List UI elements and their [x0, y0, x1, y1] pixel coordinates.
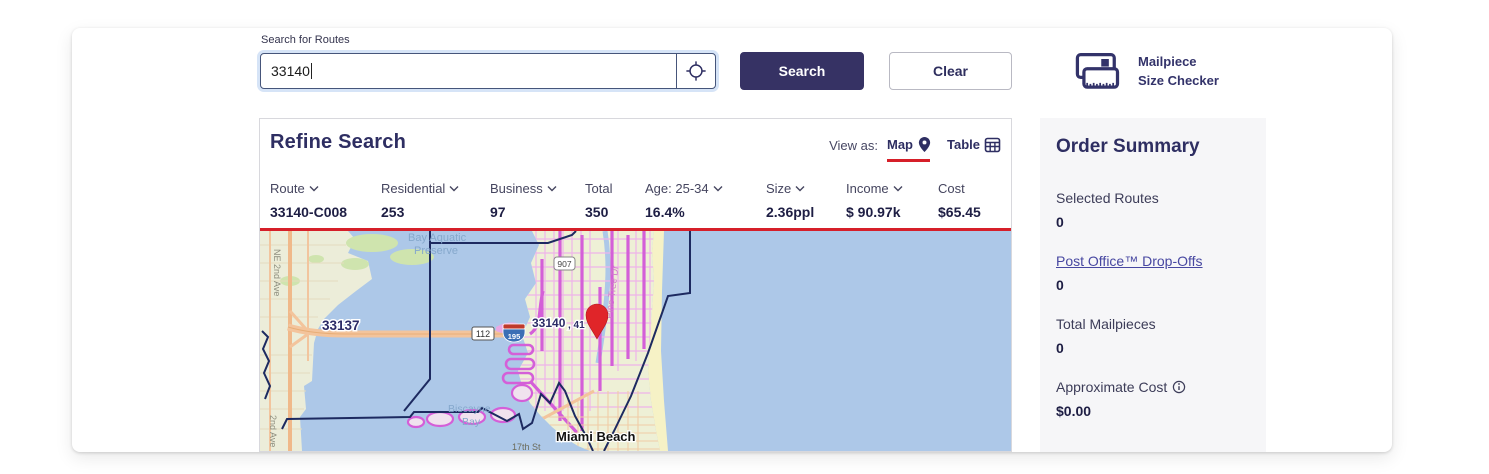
mailpiece-label-line1: Mailpiece [1138, 54, 1197, 70]
svg-text:907: 907 [557, 259, 571, 269]
zip-label-partial: , 41 [568, 320, 585, 331]
street-17th-label: 17th St [512, 442, 541, 451]
map-zip-boundaries [261, 231, 691, 451]
location-pin[interactable] [585, 303, 609, 340]
mailpiece-size-checker-link[interactable]: Mailpiece Size Checker [1072, 50, 1219, 94]
total-mailpieces-group: Total Mailpieces 0 [1056, 316, 1252, 356]
mailpiece-label-line2: Size Checker [1138, 73, 1219, 88]
table-toggle-label: Table [947, 137, 980, 152]
preserve-label-2: Preserve [414, 245, 458, 257]
stat-size: Size 2.36ppl [766, 181, 846, 220]
stat-income: Income $ 90.97k [846, 181, 938, 220]
map-pin-icon [918, 137, 931, 152]
chevron-down-icon[interactable] [713, 185, 723, 192]
stat-value: 253 [381, 204, 405, 220]
search-routes-label: Search for Routes [261, 34, 350, 46]
search-button[interactable]: Search [740, 52, 864, 90]
chevron-down-icon[interactable] [547, 185, 557, 192]
city-label: Miami Beach [556, 429, 636, 444]
map-toggle-label: Map [887, 137, 913, 152]
eddm-tool-card: Search for Routes 33140 Search Clear Mai… [72, 28, 1392, 452]
order-summary-panel: Order Summary Selected Routes 0 Post Off… [1040, 118, 1266, 452]
stat-business: Business 97 [490, 181, 585, 220]
stat-age: Age: 25-34 16.4% [645, 181, 766, 220]
chevron-down-icon[interactable] [309, 185, 319, 192]
street-ne2nd-label: NE 2nd Ave [272, 249, 282, 296]
map-shield-195: 195 [502, 323, 526, 343]
approximate-cost-group: Approximate Cost $0.00 [1056, 379, 1252, 419]
refine-search-title: Refine Search [270, 131, 406, 153]
stat-value: 16.4% [645, 204, 685, 220]
map-beach [648, 231, 668, 451]
stat-value: 2.36ppl [766, 204, 815, 220]
map-parks [280, 234, 434, 286]
stat-label: Route [270, 181, 305, 196]
chevron-down-icon[interactable] [449, 185, 459, 192]
zip-label-33137: 33137 [322, 318, 360, 333]
stat-value: 97 [490, 204, 506, 220]
stat-residential: Residential 253 [381, 181, 490, 220]
view-as-table-toggle[interactable]: Table [947, 137, 1001, 155]
zip-label-33140: 33140 [532, 316, 566, 330]
order-summary-title: Order Summary [1056, 136, 1200, 157]
map-carrier-routes[interactable] [520, 231, 660, 451]
stat-route: Route 33140-C008 [270, 181, 381, 220]
map-mainland-roads [260, 231, 346, 451]
stat-value: $65.45 [938, 204, 981, 220]
stat-value: 33140-C008 [270, 204, 348, 220]
bay-label-2: Bay [462, 416, 481, 428]
stat-value: $ 90.97k [846, 204, 901, 220]
stat-label: Income [846, 181, 889, 196]
stat-label: Residential [381, 181, 446, 196]
stat-label: Age: 25-34 [645, 181, 709, 196]
stat-label: Total [585, 181, 613, 196]
refine-search-panel: Refine Search View as: Map Table [259, 118, 1012, 452]
map-shield-907: 907 [553, 256, 576, 271]
stat-label: Business [490, 181, 543, 196]
mailpiece-envelope-ruler-icon [1075, 53, 1120, 89]
stat-cost: Cost $65.45 [938, 181, 1001, 220]
total-mailpieces-value: 0 [1056, 340, 1064, 356]
approximate-cost-label: Approximate Cost [1056, 379, 1168, 395]
selected-route-divider [260, 228, 1011, 231]
dropoffs-value: 0 [1056, 277, 1064, 293]
bay-label-1: Biscayne [448, 403, 491, 415]
approximate-cost-value: $0.00 [1056, 403, 1092, 419]
view-as-map-toggle[interactable]: Map [887, 136, 932, 162]
post-office-dropoffs-link[interactable]: Post Office™ Drop-Offs [1056, 253, 1203, 269]
text-cursor [310, 63, 312, 79]
chevron-down-icon[interactable] [795, 185, 805, 192]
total-mailpieces-label: Total Mailpieces [1056, 316, 1156, 332]
chevron-down-icon[interactable] [893, 185, 903, 192]
clear-button[interactable]: Clear [889, 52, 1012, 90]
crosshair-icon [686, 61, 706, 81]
stat-label: Size [766, 181, 792, 196]
preserve-label-1: Bay Aquatic [408, 232, 467, 244]
locate-me-button[interactable] [676, 54, 715, 88]
view-as-label: View as: [829, 138, 878, 153]
dropoffs-group: Post Office™ Drop-Offs 0 [1056, 253, 1252, 293]
info-icon[interactable] [1172, 380, 1186, 394]
routes-map[interactable]: 112 195 907 33137 33140 , 41 Bay Aquatic [260, 231, 1011, 451]
street-2nd-label: 2nd Ave [268, 415, 278, 447]
stat-total: Total 350 [585, 181, 645, 220]
search-input[interactable]: 33140 [260, 53, 716, 89]
selected-routes-group: Selected Routes 0 [1056, 190, 1252, 230]
map-shield-112: 112 [471, 326, 495, 341]
selected-routes-value: 0 [1056, 214, 1064, 230]
table-grid-icon [984, 137, 1001, 152]
route-stats-row[interactable]: Route 33140-C008 Residential 253 Busines… [260, 181, 1011, 220]
stat-label: Cost [938, 181, 965, 196]
search-input-value[interactable]: 33140 [271, 63, 310, 79]
selected-routes-label: Selected Routes [1056, 190, 1159, 206]
svg-text:195: 195 [508, 332, 521, 341]
stat-value: 350 [585, 204, 609, 220]
svg-text:112: 112 [476, 329, 490, 339]
